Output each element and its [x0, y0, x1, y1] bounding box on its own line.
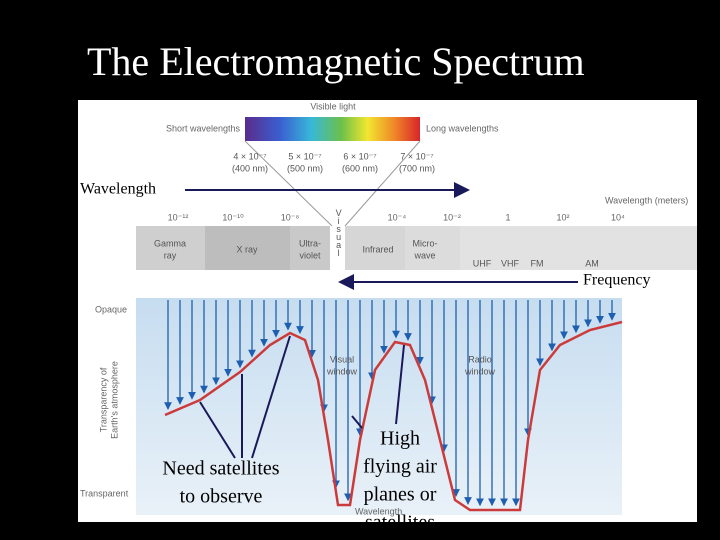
bottom-wavelength: Wavelength	[355, 506, 402, 516]
band-label: wave	[413, 250, 435, 260]
scale-label: Wavelength (meters)	[605, 195, 688, 205]
visible-marker: 4 × 10⁻⁷	[233, 151, 266, 161]
band-uv	[290, 226, 330, 270]
atmosphere-axis-label: Transparency of	[98, 367, 108, 432]
figure: Visible light Short wavelengths Long wav…	[78, 100, 697, 534]
scale-tick: 10⁻⁴	[388, 212, 407, 222]
scale-tick: 1	[505, 212, 510, 222]
long-label: Long wavelengths	[426, 123, 499, 133]
scale-tick: 10⁻¹⁰	[222, 212, 244, 222]
band-label: Visual	[334, 208, 344, 256]
airplane-note: satellites	[365, 512, 435, 534]
satellite-note: Need satellites	[162, 458, 279, 480]
transparent-label: Transparent	[80, 488, 129, 498]
band-visual	[330, 226, 345, 270]
visible-light-label: Visible light	[310, 101, 356, 111]
band-label: UHF	[473, 258, 492, 268]
atmosphere-bg	[136, 298, 622, 515]
visual-window-label: window	[326, 366, 358, 376]
band-label: AM	[585, 258, 599, 268]
visible-marker: (500 nm)	[287, 163, 323, 173]
band-label: FM	[531, 258, 544, 268]
band-label: Micro-	[413, 238, 438, 248]
zoom-lines	[244, 140, 421, 227]
airplane-note: flying air	[363, 456, 437, 478]
opaque-label: Opaque	[95, 304, 127, 314]
band-label: Gamma	[154, 238, 186, 248]
visual-window-label: Visual	[330, 354, 354, 364]
airplane-note: planes or	[364, 484, 437, 506]
band-label: VHF	[501, 258, 520, 268]
annotation-arrows	[199, 335, 405, 459]
band-label: X ray	[236, 244, 258, 254]
scale-tick: 10²	[556, 212, 569, 222]
band-xray	[205, 226, 290, 270]
band-ir	[345, 226, 405, 270]
band-label: ray	[164, 250, 177, 260]
slide-title: The Electromagnetic Spectrum	[87, 39, 585, 84]
band-label: Ultra-	[299, 238, 321, 248]
scale-tick: 10⁻⁸	[281, 212, 300, 222]
visible-spectrum	[245, 117, 420, 141]
scale-tick: 10⁴	[611, 212, 625, 222]
band-label: violet	[299, 250, 321, 260]
wavelength-arrow-label: Wavelength	[80, 181, 156, 198]
band-gamma	[136, 226, 205, 270]
transparency-curve	[164, 320, 623, 512]
scale-tick: 10⁻¹²	[168, 212, 189, 222]
visible-marker: (700 nm)	[399, 163, 435, 173]
satellite-note: to observe	[180, 486, 263, 508]
visible-marker: (400 nm)	[232, 163, 268, 173]
radio-window-label: Radio	[468, 354, 492, 364]
frequency-arrow-label: Frequency	[583, 272, 651, 289]
scale-tick: 10⁻²	[443, 212, 461, 222]
visible-marker: 6 × 10⁻⁷	[343, 151, 376, 161]
band-label: Infrared	[362, 244, 393, 254]
visible-marker: 7 × 10⁻⁷	[400, 151, 433, 161]
band-micro	[405, 226, 460, 270]
short-label: Short wavelengths	[166, 123, 241, 133]
airplane-note: High	[380, 428, 420, 450]
visible-marker: 5 × 10⁻⁷	[288, 151, 321, 161]
visible-marker: (600 nm)	[342, 163, 378, 173]
radio-window-label: window	[464, 366, 496, 376]
atmosphere-axis-label: Earth's atmosphere	[109, 361, 119, 439]
